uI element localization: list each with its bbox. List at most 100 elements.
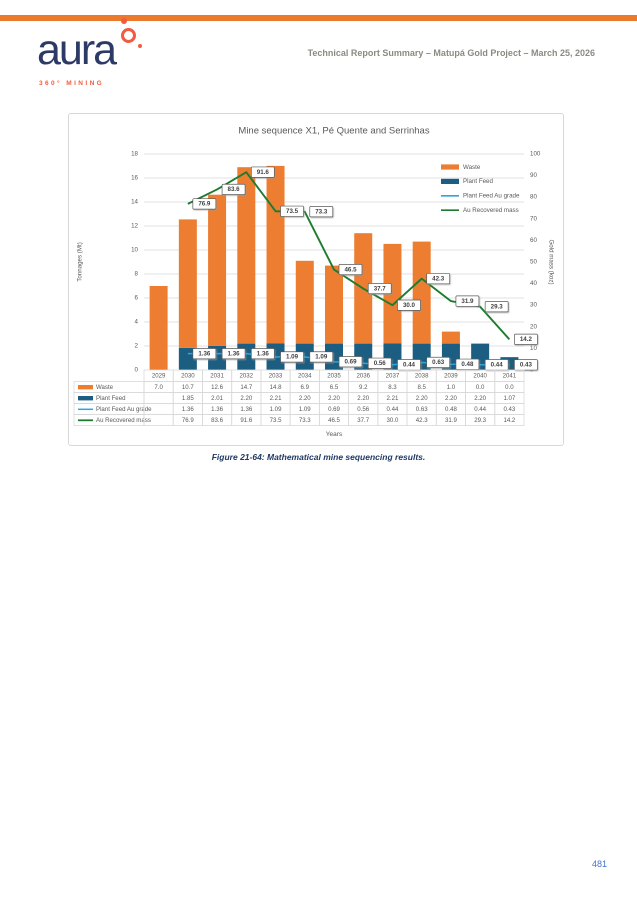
svg-text:2: 2 xyxy=(135,343,139,350)
year-cell: 2034 xyxy=(298,373,312,380)
table-value-cell: 10.7 xyxy=(182,384,194,391)
table-value-cell: 6.9 xyxy=(301,384,310,391)
svg-text:0.43: 0.43 xyxy=(520,362,533,369)
svg-text:0.44: 0.44 xyxy=(491,362,504,369)
table-value-cell: 0.0 xyxy=(505,384,514,391)
table-series-name: Plant Feed xyxy=(96,395,125,402)
svg-text:83.6: 83.6 xyxy=(228,186,241,193)
table-key-swatch-icon xyxy=(78,396,93,401)
table-value-cell: 30.0 xyxy=(387,417,399,424)
svg-text:12: 12 xyxy=(131,223,138,230)
table-series-name: Waste xyxy=(96,384,114,391)
year-cell: 2040 xyxy=(473,373,487,380)
svg-text:20: 20 xyxy=(530,323,537,330)
svg-text:76.9: 76.9 xyxy=(198,201,211,208)
table-value-cell: 0.48 xyxy=(445,406,457,413)
waste-bar xyxy=(325,265,343,344)
year-cell: 2035 xyxy=(327,373,341,380)
table-value-cell: 9.2 xyxy=(359,384,368,391)
table-value-cell: 46.5 xyxy=(328,417,340,424)
data-labels-au-recovered-mass: 76.9 83.6 91.6 73.5 73.3 46.5 37.7 30.0 42.3 31.9… xyxy=(192,166,538,345)
waste-bar xyxy=(412,241,431,344)
y-axis-left-ticks: 0 2 4 6 8 10 12 14 16 18 xyxy=(131,151,138,374)
chart-title: Mine sequence X1, Pé Quente and Serrinha… xyxy=(238,126,429,137)
table-series-name: Au Recovered mass xyxy=(96,417,151,424)
svg-text:0.48: 0.48 xyxy=(461,361,474,368)
waste-bar xyxy=(208,194,227,346)
line-au-recovered-mass xyxy=(187,171,511,340)
bars-waste xyxy=(149,165,460,370)
svg-text:10: 10 xyxy=(131,247,138,254)
table-value-cell: 2.20 xyxy=(474,395,486,402)
table-value-cell: 8.5 xyxy=(417,384,426,391)
waste-bar xyxy=(178,219,197,348)
table-value-cell: 0.44 xyxy=(474,406,486,413)
year-cell: 2041 xyxy=(503,373,517,380)
logo-small-dot-icon xyxy=(138,44,142,48)
waste-bar xyxy=(295,260,314,344)
table-value-cell: 83.6 xyxy=(211,417,223,424)
year-cell: 2031 xyxy=(210,373,224,380)
aura-wordmark: aura xyxy=(37,26,117,74)
svg-text:1.09: 1.09 xyxy=(286,354,299,361)
table-value-cell: 91.6 xyxy=(240,417,252,424)
top-accent-bar xyxy=(0,15,637,21)
svg-text:80: 80 xyxy=(530,194,537,201)
table-value-cell: 14.2 xyxy=(503,417,515,424)
axis-title-right: Gold mass (koz) xyxy=(548,239,555,284)
svg-text:91.6: 91.6 xyxy=(257,169,270,176)
table-series-name: Plant Feed Au grade xyxy=(96,406,152,413)
legend-label: Au Recovered mass xyxy=(463,207,519,214)
svg-text:42.3: 42.3 xyxy=(432,275,445,282)
svg-text:73.3: 73.3 xyxy=(315,208,328,215)
table-value-cell: 2.20 xyxy=(416,395,428,402)
table-value-cell: 0.0 xyxy=(476,384,485,391)
year-cell: 2030 xyxy=(181,373,195,380)
svg-text:29.3: 29.3 xyxy=(491,304,504,311)
legend-swatch-icon xyxy=(441,178,459,184)
svg-text:1.09: 1.09 xyxy=(315,354,328,361)
legend-swatch-icon xyxy=(441,164,459,170)
table-value-cell: 0.56 xyxy=(357,406,369,413)
svg-text:0.56: 0.56 xyxy=(374,360,387,367)
figure-caption: Figure 21-64: Mathematical mine sequenci… xyxy=(211,452,426,462)
data-table: 2029 2030 2031 2032 2033 2034 2035 2036 2037 2038… xyxy=(73,369,525,426)
table-value-cell: 14.8 xyxy=(270,384,282,391)
table-value-cell: 0.44 xyxy=(387,406,399,413)
year-cell: 2033 xyxy=(269,373,283,380)
table-value-cell: 1.0 xyxy=(447,384,456,391)
svg-text:60: 60 xyxy=(530,237,537,244)
legend-label: Plant Feed xyxy=(463,178,493,185)
waste-bar xyxy=(441,331,460,344)
table-value-cell: 0.69 xyxy=(328,406,340,413)
svg-text:100: 100 xyxy=(530,151,541,158)
aura-logo: aura 360° MINING xyxy=(0,0,170,100)
svg-text:31.9: 31.9 xyxy=(461,298,474,305)
svg-text:37.7: 37.7 xyxy=(374,285,387,292)
logo-dot-icon xyxy=(121,18,127,24)
table-value-cell: 6.5 xyxy=(330,384,339,391)
year-cell: 2029 xyxy=(152,373,166,380)
svg-text:16: 16 xyxy=(131,175,138,182)
svg-text:10: 10 xyxy=(530,345,537,352)
waste-bar xyxy=(149,286,168,370)
svg-text:14.2: 14.2 xyxy=(520,336,533,343)
svg-text:8: 8 xyxy=(135,271,139,278)
table-value-cell: 73.5 xyxy=(270,417,282,424)
logo-ring-icon xyxy=(121,28,136,43)
table-value-cell: 0.63 xyxy=(416,406,428,413)
legend-label: Plant Feed Au grade xyxy=(463,193,520,200)
year-cell: 2038 xyxy=(415,373,429,380)
svg-text:0.63: 0.63 xyxy=(432,359,445,366)
table-value-cell: 37.7 xyxy=(357,417,369,424)
table-value-cell: 2.21 xyxy=(387,395,399,402)
page-number: 481 xyxy=(591,859,607,869)
table-value-cell: 73.3 xyxy=(299,417,311,424)
y-axis-right-ticks: 0102030405060708090100 xyxy=(530,151,541,374)
table-value-cell: 14.7 xyxy=(240,384,252,391)
table-value-cell: 2.20 xyxy=(445,395,457,402)
table-value-cell: 1.09 xyxy=(270,406,282,413)
svg-text:0.44: 0.44 xyxy=(403,362,416,369)
table-value-cell: 8.3 xyxy=(388,384,397,391)
svg-text:14: 14 xyxy=(131,199,138,206)
